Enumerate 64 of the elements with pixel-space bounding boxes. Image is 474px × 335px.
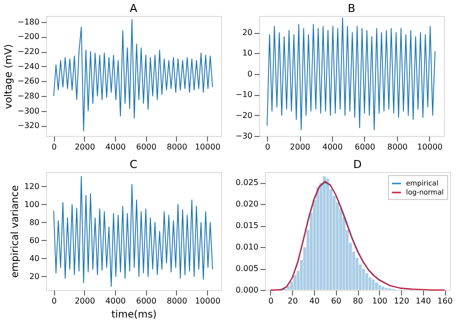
y-tick-label: 20	[242, 28, 252, 38]
x-tick-label: 0	[265, 142, 270, 152]
x-tick-label: 10000	[194, 142, 220, 152]
line-series	[266, 18, 436, 130]
line-series	[270, 180, 446, 291]
y-tick-label: 20	[29, 272, 40, 281]
x-tick-label: 40	[309, 296, 320, 306]
chart-title: D	[353, 158, 362, 171]
x-tick-label: 8000	[387, 142, 408, 152]
y-tick-label: −220	[18, 47, 40, 56]
x-tick-label: 140	[416, 296, 431, 306]
y-tick-label: 0	[247, 69, 252, 78]
x-tick-label: 6000	[136, 142, 156, 152]
y-tick-label: 0.005	[236, 264, 258, 274]
y-axis-title: empirical variance	[10, 185, 22, 278]
x-tick-label: 20	[288, 296, 298, 306]
x-tick-label: 2000	[74, 142, 96, 152]
x-tick-label: 0	[268, 296, 274, 306]
x-tick-label: 6000	[136, 296, 156, 306]
chart-title: B	[348, 2, 356, 15]
x-tick-label: 2000	[290, 142, 310, 152]
x-tick-label: 0	[52, 142, 57, 152]
y-tick-label: −30	[236, 132, 252, 140]
chart-title: C	[130, 158, 138, 171]
y-tick-label: −280	[18, 92, 40, 100]
y-tick-label: 10	[242, 48, 252, 58]
y-tick-label: −300	[18, 106, 40, 116]
x-tick-label: 6000	[354, 142, 376, 152]
y-tick-label: −320	[18, 121, 40, 130]
chart-title: A	[130, 2, 138, 15]
y-tick-label: 0.025	[236, 178, 258, 188]
x-tick-label: 0	[52, 296, 57, 306]
x-tick-label: 4000	[105, 142, 126, 152]
line-series	[53, 176, 214, 287]
y-tick-label: 0.020	[236, 200, 258, 209]
x-tick-label: 8000	[166, 142, 188, 152]
x-tick-label: 10000	[417, 142, 443, 152]
x-tick-label: 4000	[322, 142, 343, 152]
y-axis-title: voltage (mV)	[4, 44, 15, 109]
y-tick-label: −240	[18, 62, 40, 71]
y-tick-label: 120	[24, 182, 40, 191]
x-tick-label: 120	[394, 296, 410, 306]
y-tick-label: −180	[18, 17, 40, 26]
y-tick-label: 0.015	[236, 221, 258, 230]
line-series	[53, 19, 214, 132]
y-tick-label: 0.000	[236, 286, 258, 294]
x-tick-label: 10000	[194, 296, 220, 306]
x-tick-label: 60	[331, 296, 342, 306]
x-tick-label: 160	[437, 296, 453, 306]
y-tick-label: 60	[29, 236, 40, 245]
y-tick-label: −260	[18, 76, 40, 86]
y-tick-label: 100	[24, 200, 40, 209]
y-tick-label: 40	[29, 254, 40, 263]
y-tick-label: −20	[236, 110, 252, 120]
x-axis-title: time(ms)	[111, 310, 157, 320]
x-tick-label: 4000	[105, 296, 126, 306]
x-tick-label: 80	[352, 296, 364, 306]
x-tick-label: 2000	[74, 296, 96, 306]
x-tick-label: 100	[372, 296, 388, 306]
y-tick-label: −10	[236, 90, 252, 100]
y-tick-label: −200	[18, 32, 40, 42]
x-tick-label: 8000	[166, 296, 188, 306]
y-tick-label: 0.010	[236, 242, 258, 252]
y-tick-label: 80	[29, 218, 40, 227]
